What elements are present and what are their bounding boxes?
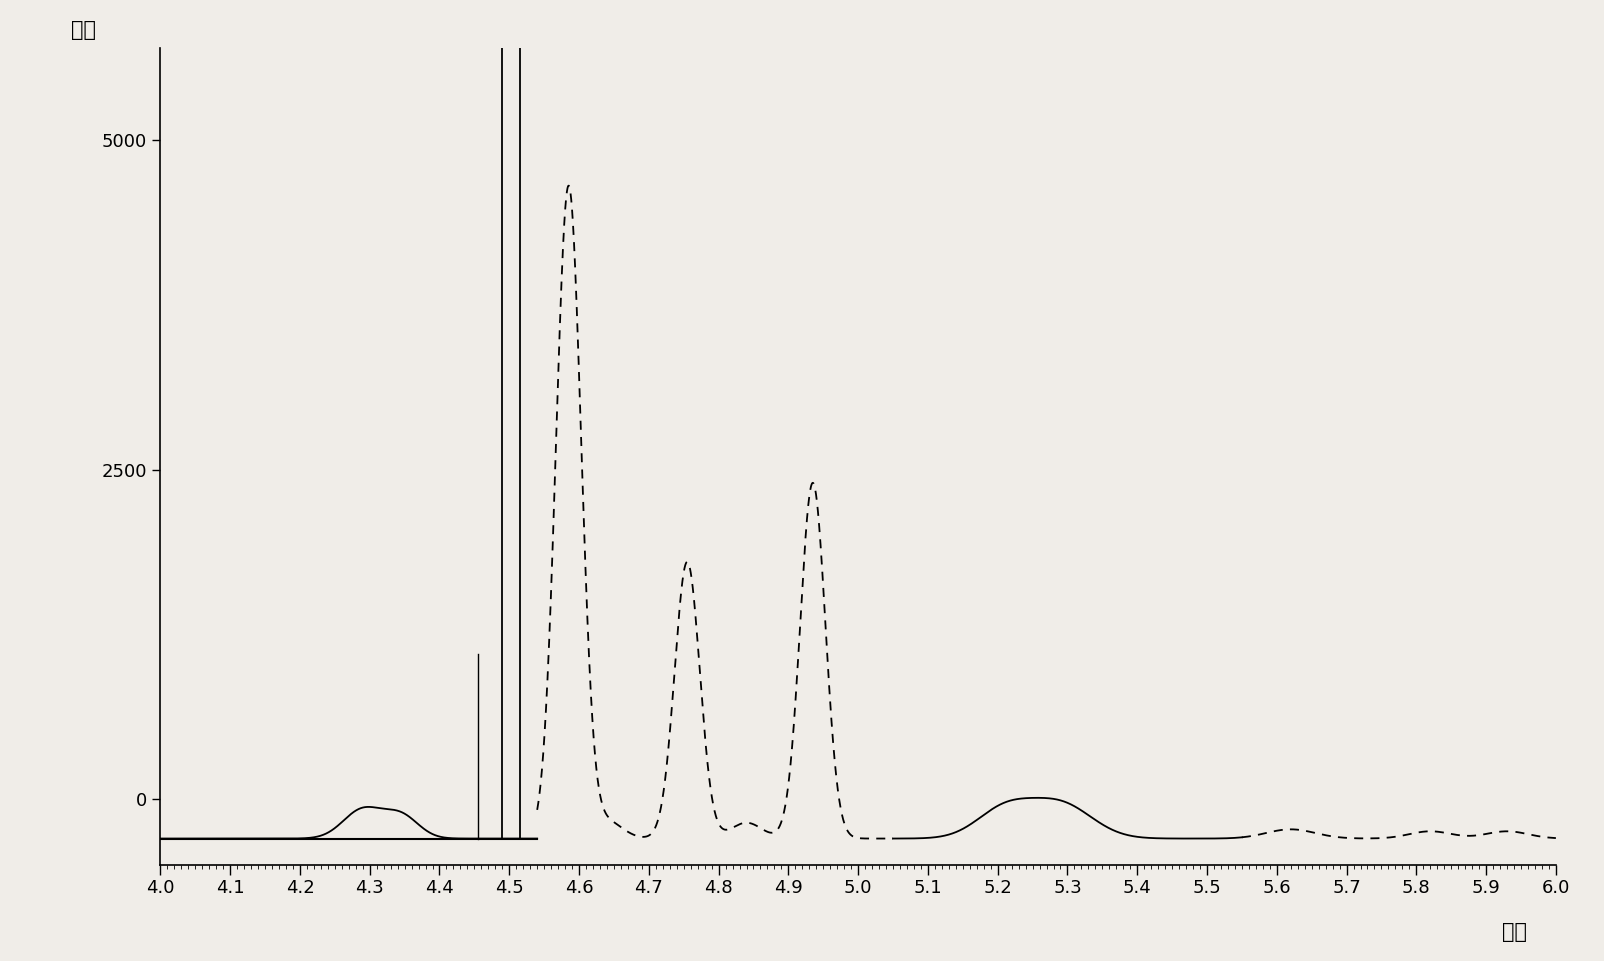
Y-axis label: 浓度: 浓度 [71, 20, 96, 39]
X-axis label: 分钟: 分钟 [1501, 923, 1527, 942]
